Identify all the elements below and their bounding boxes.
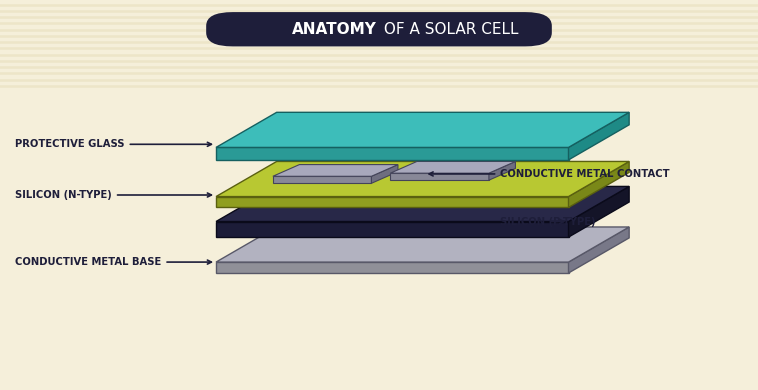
- Polygon shape: [568, 186, 629, 237]
- Polygon shape: [216, 222, 568, 237]
- Polygon shape: [273, 165, 398, 176]
- Polygon shape: [489, 161, 515, 180]
- Polygon shape: [216, 161, 629, 197]
- Text: CONDUCTIVE METAL BASE: CONDUCTIVE METAL BASE: [15, 257, 211, 267]
- Text: CONDUCTIVE METAL CONTACT: CONDUCTIVE METAL CONTACT: [429, 169, 670, 179]
- FancyBboxPatch shape: [206, 12, 552, 46]
- Polygon shape: [216, 147, 568, 160]
- Polygon shape: [568, 161, 629, 207]
- Text: SILICON (P-TYPE): SILICON (P-TYPE): [500, 216, 596, 227]
- Polygon shape: [273, 176, 371, 183]
- Text: ANATOMY: ANATOMY: [292, 22, 377, 37]
- Polygon shape: [216, 197, 568, 207]
- Polygon shape: [568, 112, 629, 160]
- Polygon shape: [390, 173, 489, 180]
- Polygon shape: [371, 165, 398, 183]
- Text: OF A SOLAR CELL: OF A SOLAR CELL: [379, 22, 518, 37]
- Polygon shape: [216, 186, 629, 222]
- Text: SILICON (N-TYPE): SILICON (N-TYPE): [15, 190, 211, 200]
- Polygon shape: [216, 262, 568, 273]
- Polygon shape: [216, 112, 629, 147]
- Polygon shape: [568, 227, 629, 273]
- Polygon shape: [216, 227, 629, 262]
- Polygon shape: [390, 161, 515, 173]
- Text: PROTECTIVE GLASS: PROTECTIVE GLASS: [15, 139, 211, 149]
